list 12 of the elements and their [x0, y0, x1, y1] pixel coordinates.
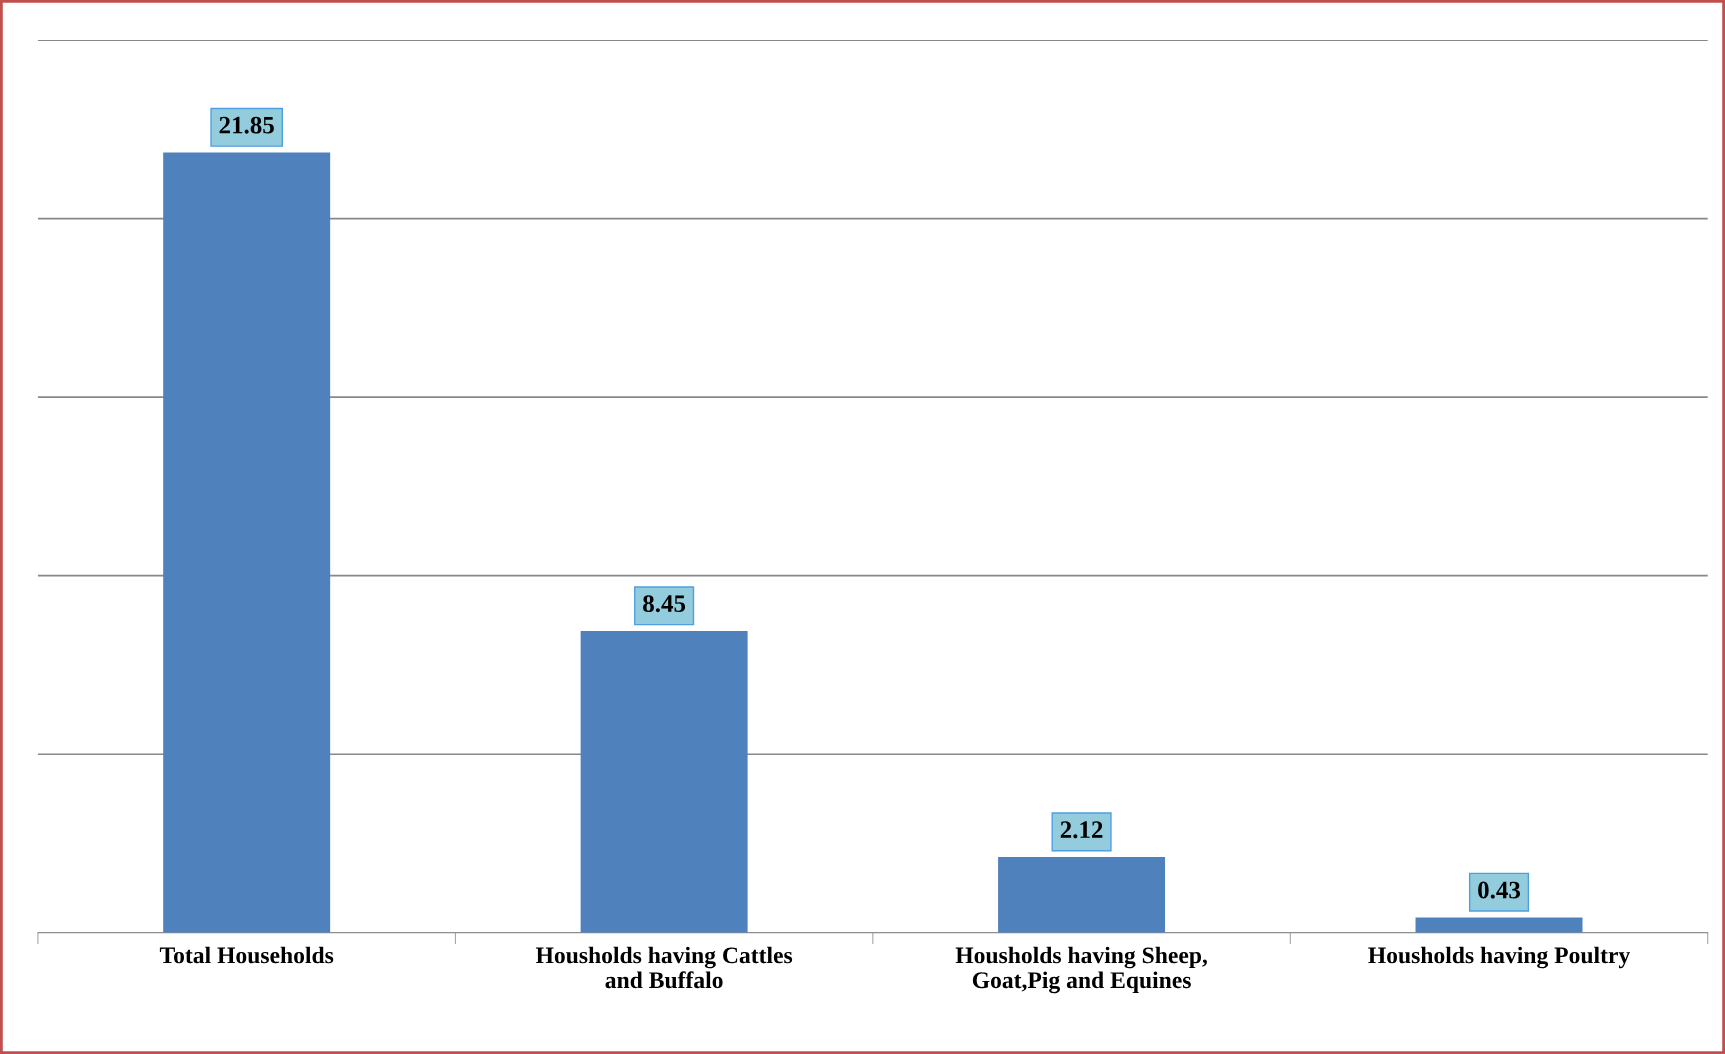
x-tick-label: Housholds having Cattles and Buffalo: [535, 946, 793, 989]
bar: [580, 631, 748, 933]
x-tick-label: Housholds having Poultry: [1368, 946, 1631, 969]
data-label: 0.43: [1478, 881, 1521, 899]
data-label: 2.12: [1060, 821, 1103, 839]
x-tick-label: Housholds having Sheep, Goat,Pig and Equines: [955, 946, 1207, 994]
bar: [163, 152, 331, 933]
data-label: 21.85: [219, 116, 274, 134]
x-tick-label: Total Households: [159, 946, 334, 964]
data-label: 8.45: [643, 595, 686, 613]
bar: [1415, 917, 1583, 933]
bar: [998, 857, 1166, 933]
